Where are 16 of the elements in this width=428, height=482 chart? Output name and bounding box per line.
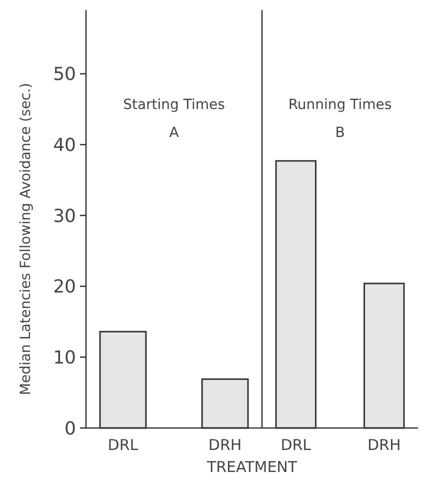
x-tick-label: DRH: [208, 436, 242, 454]
y-tick-label: 50: [53, 64, 76, 86]
y-tick-label: 10: [53, 347, 76, 368]
x-tick-label: DRL: [108, 436, 139, 454]
x-tick-label: DRH: [368, 436, 401, 454]
y-tick-label: 30: [53, 206, 76, 227]
text: Running Times: [288, 97, 392, 114]
x-axis-title: TREATMENT: [206, 458, 298, 476]
y-axis-title: Median Latencies Following Avoidance (sec.): [18, 82, 34, 396]
text: A: [169, 125, 180, 142]
y-tick-label: 40: [53, 134, 76, 156]
x-tick-label: DRL: [280, 436, 312, 454]
text: B: [335, 125, 345, 142]
y-tick-label: 0: [64, 418, 76, 440]
text: Starting Times: [123, 97, 225, 114]
y-tick-label: 20: [53, 276, 76, 298]
